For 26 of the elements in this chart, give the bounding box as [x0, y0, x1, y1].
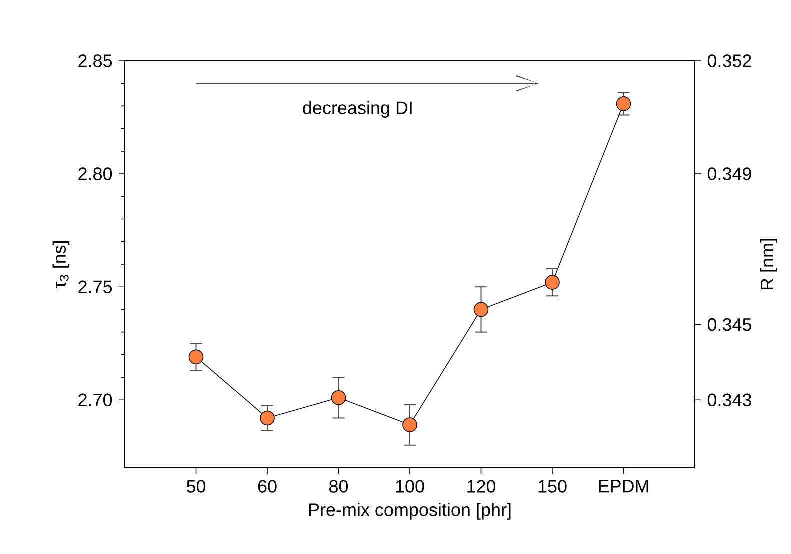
y2-axis-title: R [nm] [760, 239, 778, 290]
y2-tick-label: 0.343 [708, 394, 752, 407]
y-tick-label: 2.75 [78, 280, 112, 294]
x-tick-label: 100 [396, 480, 424, 493]
x-tick-label: 60 [258, 480, 277, 493]
point [616, 96, 632, 112]
y2-tick-label: 0.349 [708, 168, 752, 180]
point [545, 275, 560, 290]
point [188, 350, 204, 365]
point [474, 302, 489, 318]
y2-tick-label: 0.352 [708, 54, 752, 68]
point [260, 410, 275, 426]
y-tick-label: 2.70 [78, 394, 112, 407]
point [402, 418, 418, 432]
x-tick-label: EPDM [599, 480, 648, 493]
y-tick-label: 2.85 [78, 54, 112, 68]
x-tick-label: 120 [468, 480, 496, 493]
x-tick-label: 50 [186, 480, 206, 493]
annotation: decreasing DI [303, 101, 412, 118]
y-axis-title: τ$_{3}$ [ns] [52, 241, 70, 289]
point [331, 390, 346, 406]
y2-tick-label: 0.345 [708, 318, 752, 332]
y-tick-label: 2.80 [78, 168, 112, 180]
x-tick-label: 80 [330, 480, 348, 493]
x-axis-title: Pre-mix composition [phr] [309, 503, 511, 520]
x-tick-label: 150 [538, 480, 567, 493]
